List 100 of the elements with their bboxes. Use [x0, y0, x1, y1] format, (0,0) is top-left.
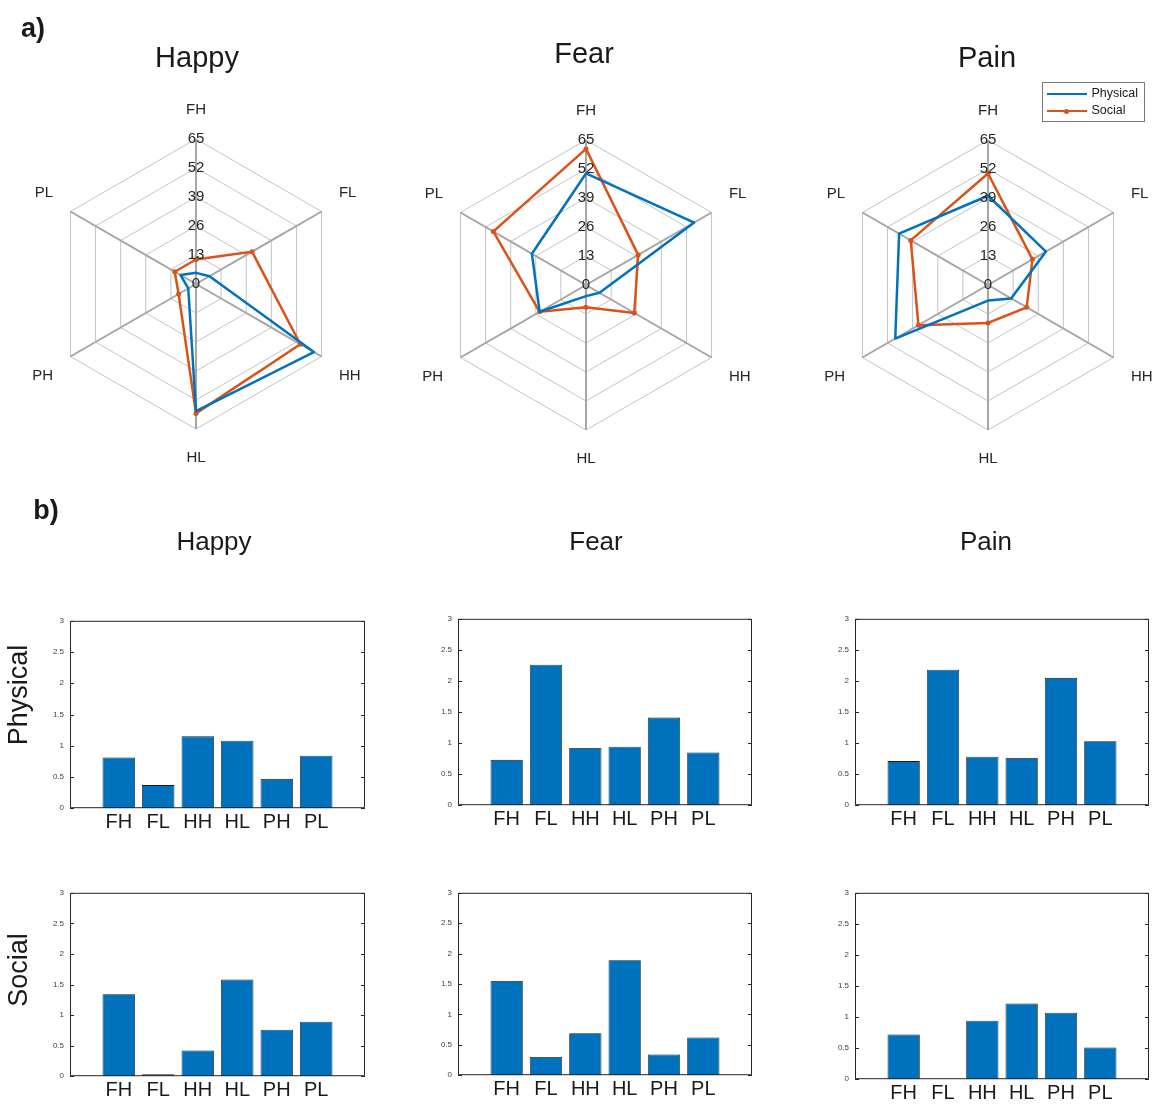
legend-label: Physical: [1091, 86, 1138, 101]
y-tick-label: 1.5: [440, 707, 453, 717]
y-tick-label: 1.5: [837, 707, 850, 717]
y-tick-label: 13: [979, 246, 997, 264]
legend-label: Social: [1091, 103, 1126, 118]
x-tick-label: PL: [691, 1076, 716, 1099]
spoke-label: HH: [338, 365, 361, 383]
x-tick-label: PH: [650, 806, 678, 829]
y-tick-label: 13: [187, 245, 205, 263]
x-tick-label: PH: [262, 809, 291, 832]
y-tick-label: 2: [844, 950, 850, 960]
y-tick-label: 0: [59, 1071, 65, 1081]
y-tick-label: 52: [979, 159, 997, 177]
y-tick-label: 26: [577, 217, 595, 235]
x-tick-label: PH: [1047, 806, 1075, 829]
y-tick-label: 3: [447, 888, 453, 897]
y-tick-label: 2: [447, 948, 453, 958]
spoke-label: FH: [186, 100, 206, 118]
chart-title: Pain: [957, 40, 1017, 73]
y-axis-title: Social: [2, 933, 33, 1007]
y-tick-label: 3: [59, 616, 65, 625]
x-tick-label: HL: [611, 806, 638, 829]
y-tick-label: 65: [979, 130, 997, 148]
spoke-label: HH: [728, 366, 751, 384]
y-tick-label: 1: [844, 738, 850, 748]
y-tick-label: 3: [59, 888, 65, 897]
x-tick-label: PL: [304, 1077, 329, 1100]
y-tick-label: 0: [447, 800, 453, 810]
y-tick-label: 0: [844, 1074, 850, 1084]
x-tick-label: FL: [534, 1076, 558, 1099]
y-tick-label: 0.5: [52, 1040, 65, 1050]
y-tick-label: 2.5: [52, 918, 65, 928]
y-tick-label: 3: [844, 888, 850, 897]
spoke-label: PH: [824, 366, 846, 384]
x-tick-label: PL: [1088, 1080, 1113, 1103]
x-tick-label: HL: [611, 1076, 638, 1099]
y-tick-label: 1.5: [440, 979, 453, 989]
x-tick-label: FH: [105, 809, 133, 832]
x-tick-label: FL: [931, 806, 955, 829]
y-tick-label: 2.5: [52, 647, 65, 657]
y-tick-label: 0.5: [440, 1040, 453, 1049]
y-tick-label: 0: [844, 800, 850, 810]
y-axis-title: Physical: [2, 644, 33, 746]
y-tick-label: 39: [187, 187, 205, 205]
spoke-label: PH: [422, 366, 444, 384]
chart-title: Happy: [155, 40, 239, 73]
x-tick-label: PL: [691, 806, 716, 829]
x-tick-label: HH: [183, 809, 213, 832]
y-tick-label: 2.5: [837, 645, 850, 655]
y-tick-label: 39: [577, 188, 595, 206]
y-tick-label: 65: [187, 129, 205, 147]
x-tick-label: HH: [967, 806, 997, 829]
chart-title: Pain: [959, 526, 1013, 556]
y-tick-label: 1: [844, 1012, 850, 1022]
y-tick-label: 0.5: [52, 772, 65, 782]
y-tick-label: 1.5: [52, 979, 65, 989]
y-tick-label: 0.5: [837, 1043, 850, 1053]
spoke-label: FH: [978, 101, 998, 119]
y-tick-label: 1.5: [52, 709, 65, 719]
x-tick-label: HH: [570, 806, 600, 829]
y-tick-label: 65: [577, 130, 595, 148]
text: a): [20, 12, 46, 43]
spoke-label: PH: [32, 365, 54, 383]
y-tick-label: 2.5: [440, 645, 453, 655]
y-tick-label: 0: [59, 803, 65, 813]
y-tick-label: 1: [59, 1010, 65, 1020]
spoke-label: PL: [826, 183, 846, 201]
y-tick-label: 26: [979, 217, 997, 235]
x-tick-label: PH: [1047, 1080, 1075, 1103]
y-tick-label: 1.5: [837, 981, 850, 991]
x-tick-label: FL: [931, 1080, 955, 1103]
y-tick-label: 0: [447, 1070, 453, 1080]
y-tick-label: 2: [59, 949, 65, 959]
y-tick-label: 1: [447, 1009, 453, 1019]
x-tick-label: HH: [967, 1080, 997, 1103]
x-tick-label: FL: [534, 806, 558, 829]
x-tick-label: FL: [146, 809, 170, 832]
x-tick-label: PH: [262, 1077, 291, 1100]
x-tick-label: FH: [890, 1080, 917, 1103]
x-tick-label: PL: [1088, 806, 1113, 829]
y-tick-label: 1: [59, 740, 65, 750]
chart-title: Happy: [176, 526, 252, 556]
y-tick-label: 2.5: [440, 918, 453, 928]
y-tick-label: 52: [577, 159, 595, 177]
spoke-label: FL: [338, 182, 357, 200]
x-tick-label: PL: [304, 809, 329, 832]
x-tick-label: HL: [1008, 806, 1035, 829]
x-tick-label: FH: [493, 1076, 520, 1099]
y-tick-label: 1: [447, 738, 453, 748]
y-tick-label: 3: [844, 614, 850, 623]
y-tick-label: 52: [187, 158, 205, 176]
x-tick-label: FH: [890, 806, 917, 829]
spoke-label: FL: [728, 183, 747, 201]
x-tick-label: HH: [570, 1076, 600, 1099]
spoke-label: PL: [424, 183, 444, 201]
spoke-label: HL: [576, 449, 596, 467]
x-tick-label: HL: [224, 1077, 251, 1100]
y-tick-label: 0.5: [440, 769, 453, 779]
chart-title: Fear: [569, 526, 623, 556]
y-tick-label: 0.5: [837, 769, 850, 779]
